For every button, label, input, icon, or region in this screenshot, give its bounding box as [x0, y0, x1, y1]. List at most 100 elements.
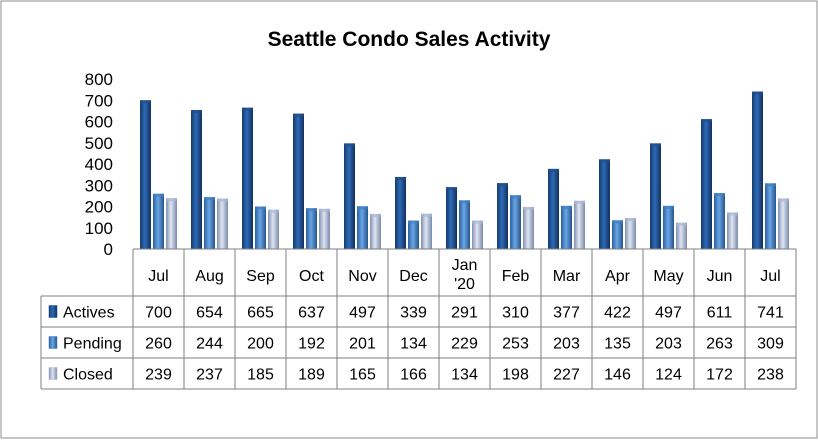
bar-closed: [727, 212, 738, 249]
bar-cap-closed: [523, 206, 534, 210]
table-cell-value: 203: [553, 336, 580, 353]
bar-cap-closed: [370, 213, 381, 217]
bar-cap-pending: [714, 193, 725, 197]
bar-pending: [255, 206, 266, 249]
x-tick-label: Dec: [399, 268, 427, 285]
bar-cap-actives: [497, 183, 508, 187]
bar-cap-pending: [561, 205, 572, 209]
bar-closed: [421, 213, 432, 249]
bar-pending: [408, 220, 419, 249]
table-cell-value: 497: [349, 305, 376, 322]
bar-closed: [778, 198, 789, 249]
x-tick-label: Jan: [452, 257, 478, 274]
bar-pending: [765, 183, 776, 249]
plot-area: [140, 91, 789, 250]
bar-actives: [701, 119, 712, 249]
x-tick-label: Mar: [553, 268, 581, 285]
bar-pending: [459, 200, 470, 249]
bar-pending: [663, 205, 674, 249]
table-cell-value: 238: [757, 367, 784, 384]
bar-closed: [523, 206, 534, 249]
x-tick-label: '20: [454, 276, 475, 293]
table-cell-value: 665: [247, 305, 274, 322]
x-tick-label: Jul: [148, 268, 168, 285]
table-cell-value: 229: [451, 336, 478, 353]
y-axis: 0 100 200 300 400 500 600 700 800: [85, 70, 113, 259]
table-cell-value: 263: [706, 336, 733, 353]
bar-closed: [268, 209, 279, 249]
chart-title: Seattle Condo Sales Activity: [268, 28, 551, 51]
bar-actives: [344, 143, 355, 249]
y-tick-label: 100: [85, 219, 113, 238]
bar-actives: [242, 107, 253, 249]
table-cell-value: 244: [196, 336, 223, 353]
bar-cap-actives: [293, 113, 304, 117]
table-cell-value: 339: [400, 305, 427, 322]
table-cell-value: 309: [757, 336, 784, 353]
bar-cap-pending: [357, 206, 368, 210]
table-cell-value: 166: [400, 367, 427, 384]
bar-cap-pending: [459, 200, 470, 204]
bar-pending: [153, 193, 164, 249]
table-cell-value: 611: [707, 305, 733, 322]
y-tick-label: 800: [85, 70, 113, 89]
bar-pending: [612, 220, 623, 249]
bar-cap-closed: [319, 208, 330, 212]
bar-closed: [166, 198, 177, 249]
bar-closed: [625, 217, 636, 249]
table-cell-value: 654: [196, 305, 223, 322]
table-cell-value: 700: [145, 305, 172, 322]
bar-actives: [140, 100, 151, 249]
bar-cap-actives: [548, 168, 559, 172]
bar-cap-actives: [191, 110, 202, 114]
bar-cap-actives: [752, 91, 763, 95]
bar-pending: [306, 208, 317, 249]
table-cell-value: 165: [349, 367, 376, 384]
x-tick-label: Oct: [299, 268, 324, 285]
table-cell-value: 237: [196, 367, 223, 384]
bar-cap-actives: [395, 176, 406, 180]
table-cell-value: 253: [502, 336, 529, 353]
bar-pending: [510, 195, 521, 249]
y-tick-label: 500: [85, 134, 113, 153]
bar-cap-actives: [446, 187, 457, 191]
bar-cap-closed: [472, 220, 483, 224]
y-tick-label: 600: [85, 113, 113, 132]
bar-cap-closed: [778, 198, 789, 202]
bar-closed: [370, 213, 381, 249]
bar-actives: [446, 187, 457, 249]
x-tick-label: Sep: [246, 268, 275, 285]
y-tick-label: 700: [85, 91, 113, 110]
bar-closed: [217, 198, 228, 249]
legend-label: Closed: [63, 367, 113, 384]
bar-cap-pending: [663, 205, 674, 209]
bar-closed: [472, 220, 483, 249]
x-tick-label: Jun: [707, 268, 733, 285]
bar-actives: [293, 113, 304, 249]
bar-pending: [357, 206, 368, 249]
legend-key-actives: [48, 305, 58, 318]
bar-actives: [599, 159, 610, 249]
y-tick-label: 0: [104, 240, 113, 259]
bar-cap-actives: [242, 107, 253, 111]
bar-cap-closed: [676, 222, 687, 226]
bar-actives: [395, 176, 406, 249]
bar-cap-actives: [701, 119, 712, 123]
bar-cap-pending: [153, 193, 164, 197]
bar-cap-closed: [166, 198, 177, 202]
bar-cap-pending: [204, 197, 215, 201]
table-cell-value: 192: [298, 336, 325, 353]
bar-cap-pending: [255, 206, 266, 210]
table-cell-value: 239: [145, 367, 172, 384]
table-cell-value: 134: [400, 336, 427, 353]
table-cell-value: 134: [451, 367, 478, 384]
table-cell-value: 260: [145, 336, 172, 353]
bar-cap-pending: [408, 220, 419, 224]
x-tick-label: Aug: [195, 268, 223, 285]
bar-closed: [676, 222, 687, 249]
table-cell-value: 201: [349, 336, 376, 353]
bar-cap-pending: [306, 208, 317, 212]
table-cell-value: 146: [604, 367, 631, 384]
bar-cap-closed: [421, 213, 432, 217]
